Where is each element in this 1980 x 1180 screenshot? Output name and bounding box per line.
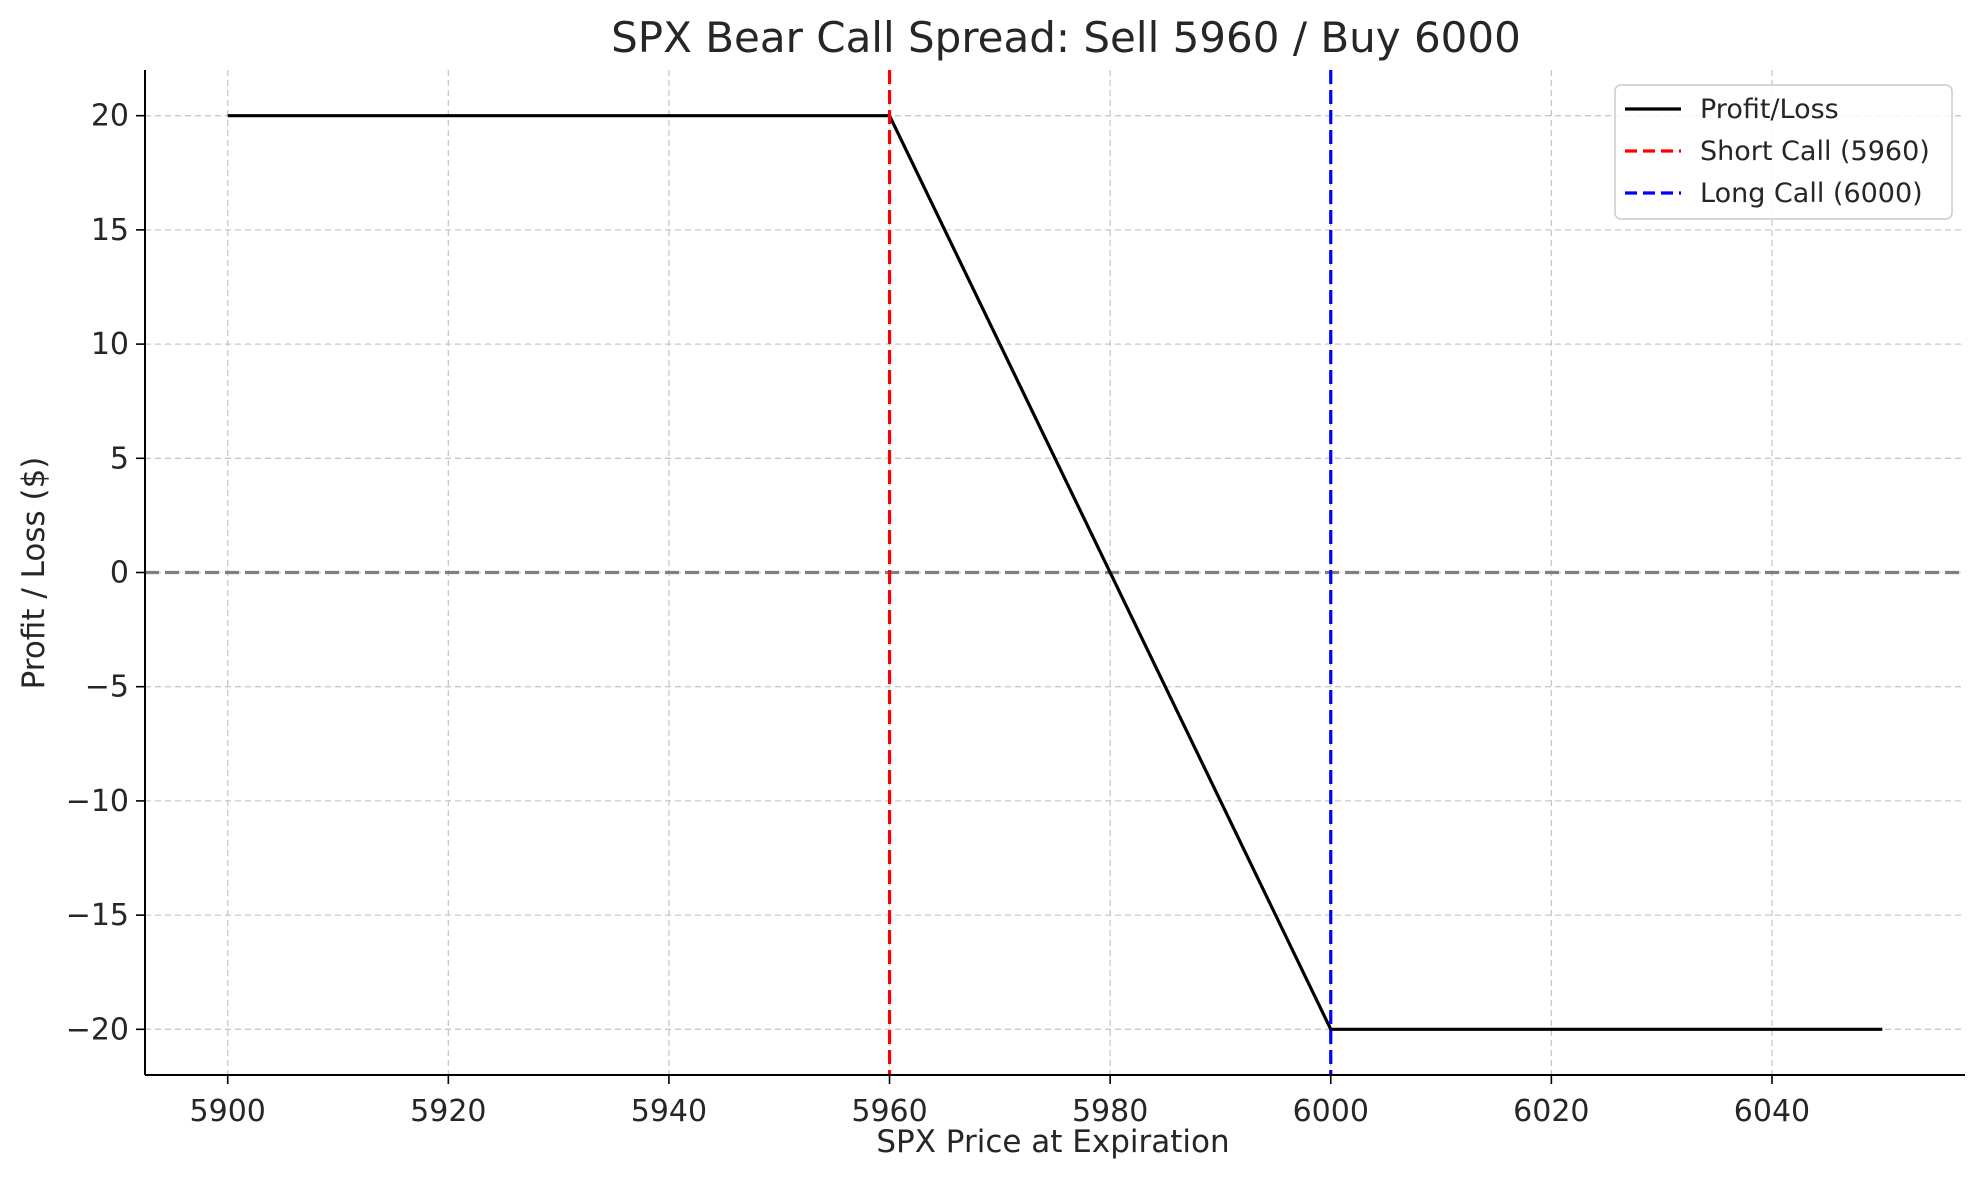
x-axis-label: SPX Price at Expiration xyxy=(876,1124,1229,1160)
x-tick-label: 5960 xyxy=(851,1094,927,1129)
x-tick-label: 6020 xyxy=(1513,1094,1589,1129)
legend-label: Short Call (5960) xyxy=(1700,136,1930,167)
y-tick-label: −20 xyxy=(66,1012,129,1047)
series-layer xyxy=(227,114,1883,1031)
legend: Profit/Loss Short Call (5960) Long Call (6… xyxy=(1614,84,1953,220)
y-tick-label: −5 xyxy=(85,670,129,705)
legend-profit-loss: Profit/Loss xyxy=(1625,94,1839,125)
y-tick-label: 0 xyxy=(110,556,129,591)
legend-label: Long Call (6000) xyxy=(1700,178,1923,209)
y-tick-label: 15 xyxy=(91,213,129,248)
chart-title: SPX Bear Call Spread: Sell 5960 / Buy 60… xyxy=(611,13,1521,62)
x-tick-label: 5980 xyxy=(1072,1094,1148,1129)
legend-short-call: Short Call (5960) xyxy=(1625,136,1930,167)
y-tick-label: 20 xyxy=(91,99,129,134)
x-tick-label: 6000 xyxy=(1293,1094,1369,1129)
y-tick-label: −10 xyxy=(66,784,129,819)
y-tick-label: −15 xyxy=(66,898,129,933)
legend-frame xyxy=(1614,84,1953,220)
legend-label: Profit/Loss xyxy=(1700,94,1839,125)
x-tick-label: 5900 xyxy=(190,1094,266,1129)
profit-loss-line xyxy=(227,114,1883,1031)
y-tick-label: 10 xyxy=(91,327,129,362)
ticks-layer: 5900 5920 5940 5960 5980 6000 6020 6040 20 15 10 5 0… xyxy=(66,99,1810,1129)
strike-lines-layer xyxy=(887,70,1333,1075)
x-tick-label: 6040 xyxy=(1734,1094,1810,1129)
x-tick-label: 5940 xyxy=(631,1094,707,1129)
legend-long-call: Long Call (6000) xyxy=(1625,178,1923,209)
x-tick-label: 5920 xyxy=(410,1094,486,1129)
y-tick-label: 5 xyxy=(110,441,129,476)
y-axis-label: Profit / Loss ($) xyxy=(16,457,52,690)
